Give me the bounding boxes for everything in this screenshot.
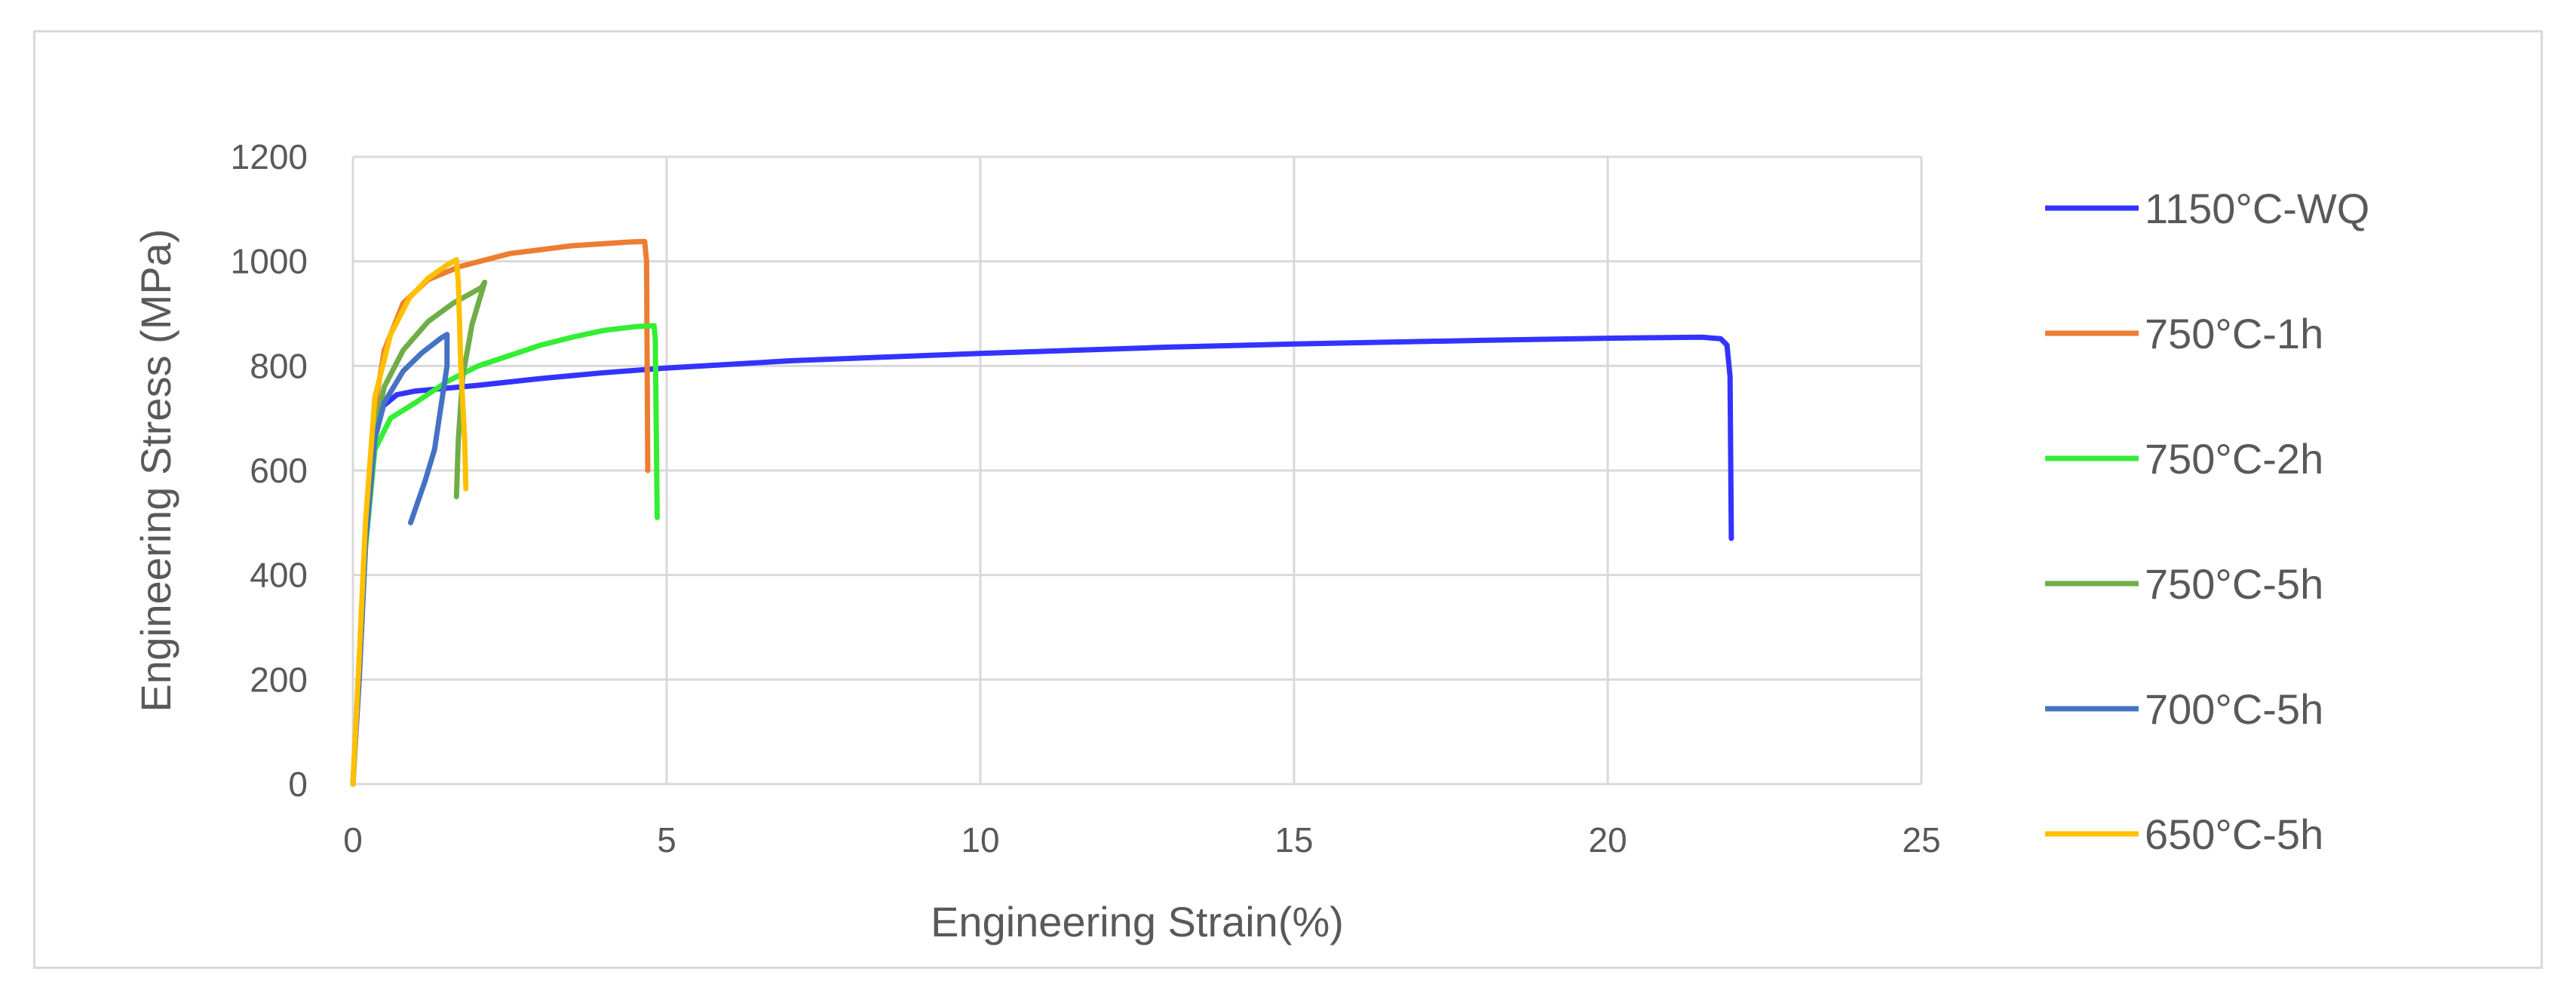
gridlines [353, 155, 1923, 784]
y-tick-label: 0 [288, 765, 308, 804]
series-line-0 [350, 334, 1734, 787]
y-tick-labels: 0 200 400 600 800 1000 1200 [231, 137, 308, 804]
legend-label-4: 700°C-5h [2145, 685, 2323, 733]
axes [351, 157, 1921, 786]
legend-label-0: 1150°C-WQ [2145, 185, 2369, 232]
series-lines [350, 238, 1734, 787]
x-tick-label: 20 [1588, 820, 1627, 860]
legend: 1150°C-WQ 750°C-1h 750°C-2h 750°C-5h 700°C-5… [2045, 185, 2369, 858]
legend-label-2: 750°C-2h [2145, 435, 2323, 483]
x-tick-label: 5 [657, 820, 676, 860]
y-tick-label: 800 [250, 346, 308, 385]
y-tick-label: 400 [250, 556, 308, 595]
x-tick-label: 15 [1274, 820, 1313, 860]
legend-label-3: 750°C-5h [2145, 560, 2323, 608]
x-tick-label: 10 [961, 820, 999, 860]
y-tick-label: 200 [250, 660, 308, 699]
y-axis-title: Engineering Stress (MPa) [132, 228, 179, 712]
series-line-4 [350, 332, 450, 787]
x-axis-title: Engineering Strain(%) [931, 898, 1344, 945]
series-line-5 [350, 257, 469, 787]
x-tick-labels: 0 5 10 15 20 25 [343, 820, 1940, 860]
x-tick-label: 25 [1902, 820, 1940, 860]
y-tick-label: 1200 [231, 137, 308, 176]
legend-label-5: 650°C-5h [2145, 811, 2323, 858]
legend-label-1: 750°C-1h [2145, 310, 2323, 357]
y-tick-label: 1000 [231, 242, 308, 281]
y-tick-label: 600 [250, 451, 308, 490]
chart-frame [33, 30, 2543, 969]
x-tick-label: 0 [343, 820, 363, 860]
